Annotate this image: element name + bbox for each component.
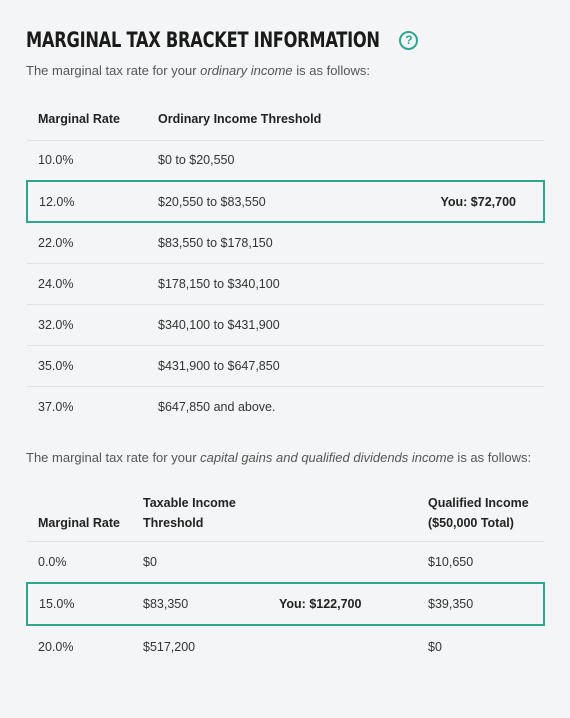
threshold-cell: $0 to $20,550 <box>158 153 235 168</box>
rate-cell: 22.0% <box>38 235 74 250</box>
column-header-threshold-line1: Taxable Income <box>143 495 236 510</box>
table-row: 24.0% $178,150 to $340,100 <box>27 263 544 304</box>
rate-cell: 15.0% <box>26 582 143 626</box>
table-row: 37.0% $647,850 and above. <box>27 386 544 427</box>
table-row-current-bracket: 12.0% $20,550 to $83,550 You: $72,700 <box>26 180 545 223</box>
capital-gains-table: Marginal Rate Taxable Income Threshold Q… <box>26 485 545 667</box>
you-cell <box>279 625 428 667</box>
threshold-cell: $83,550 to $178,150 <box>158 235 273 250</box>
threshold-cell: $340,100 to $431,900 <box>158 317 280 332</box>
table-row-current-bracket: 15.0% $83,350 You: $122,700 $39,350 <box>26 582 545 626</box>
qualified-cell: $39,350 <box>428 582 545 626</box>
column-header-you <box>279 485 428 541</box>
column-header-qualified-line2: ($50,000 Total) <box>428 515 514 530</box>
you-cell <box>394 304 544 345</box>
column-header-rate: Marginal Rate <box>38 515 120 530</box>
you-cell: You: $72,700 <box>394 180 545 223</box>
table-header-row: Marginal Rate Ordinary Income Threshold <box>27 98 544 140</box>
table-row: 22.0% $83,550 to $178,150 <box>27 222 544 263</box>
capital-intro-suffix: is as follows: <box>453 450 532 465</box>
you-cell <box>394 222 544 263</box>
threshold-cell: $647,850 and above. <box>158 399 276 414</box>
capital-intro-emphasis: capital gains and qualified dividends in… <box>200 450 454 465</box>
table-row: 0.0% $0 $10,650 <box>27 541 544 583</box>
threshold-cell: $83,350 <box>143 582 279 626</box>
rate-cell: 24.0% <box>38 276 74 291</box>
column-header-threshold-line2: Threshold <box>143 515 204 530</box>
threshold-cell: $178,150 to $340,100 <box>158 276 280 291</box>
you-cell <box>279 541 428 583</box>
threshold-cell: $0 <box>143 554 157 569</box>
header: MARGINAL TAX BRACKET INFORMATION ? <box>26 26 544 54</box>
rate-cell: 10.0% <box>38 153 74 168</box>
you-cell <box>394 263 544 304</box>
capital-intro-prefix: The marginal tax rate for your <box>26 450 201 465</box>
column-header-rate: Marginal Rate <box>38 111 120 126</box>
column-header-threshold: Ordinary Income Threshold <box>158 111 322 126</box>
help-icon[interactable]: ? <box>399 30 419 50</box>
ordinary-intro-suffix: is as follows: <box>292 63 370 78</box>
you-cell <box>394 345 544 386</box>
column-header-threshold: Taxable Income Threshold <box>143 485 279 541</box>
threshold-cell: $517,200 <box>143 639 196 654</box>
qualified-cell: $10,650 <box>428 554 474 569</box>
rate-cell: 32.0% <box>38 317 74 332</box>
column-header-you <box>394 98 544 140</box>
threshold-cell: $431,900 to $647,850 <box>158 358 280 373</box>
table-row: 32.0% $340,100 to $431,900 <box>27 304 544 345</box>
table-row: 20.0% $517,200 $0 <box>27 625 544 667</box>
capital-intro: The marginal tax rate for your capital g… <box>26 450 544 465</box>
column-header-qualified-line1: Qualified Income <box>428 495 529 510</box>
rate-cell: 37.0% <box>38 399 74 414</box>
threshold-cell: $20,550 to $83,550 <box>158 180 395 223</box>
table-row: 10.0% $0 to $20,550 <box>27 140 544 181</box>
page-title: MARGINAL TAX BRACKET INFORMATION <box>26 28 380 52</box>
qualified-cell: $0 <box>428 639 442 654</box>
table-row: 35.0% $431,900 to $647,850 <box>27 345 544 386</box>
rate-cell: 0.0% <box>38 554 67 569</box>
rate-cell: 12.0% <box>26 180 158 223</box>
column-header-qualified: Qualified Income ($50,000 Total) <box>428 485 544 541</box>
rate-cell: 20.0% <box>38 639 74 654</box>
ordinary-intro-prefix: The marginal tax rate for your <box>26 63 201 78</box>
you-cell <box>394 140 544 181</box>
table-header-row: Marginal Rate Taxable Income Threshold Q… <box>27 485 544 541</box>
ordinary-intro-emphasis: ordinary income <box>200 63 293 78</box>
tax-bracket-panel: MARGINAL TAX BRACKET INFORMATION ? The m… <box>0 26 570 667</box>
you-cell <box>394 386 544 427</box>
ordinary-intro: The marginal tax rate for your ordinary … <box>26 63 544 78</box>
you-cell: You: $122,700 <box>279 582 428 626</box>
ordinary-income-table: Marginal Rate Ordinary Income Threshold … <box>26 98 545 427</box>
rate-cell: 35.0% <box>38 358 74 373</box>
